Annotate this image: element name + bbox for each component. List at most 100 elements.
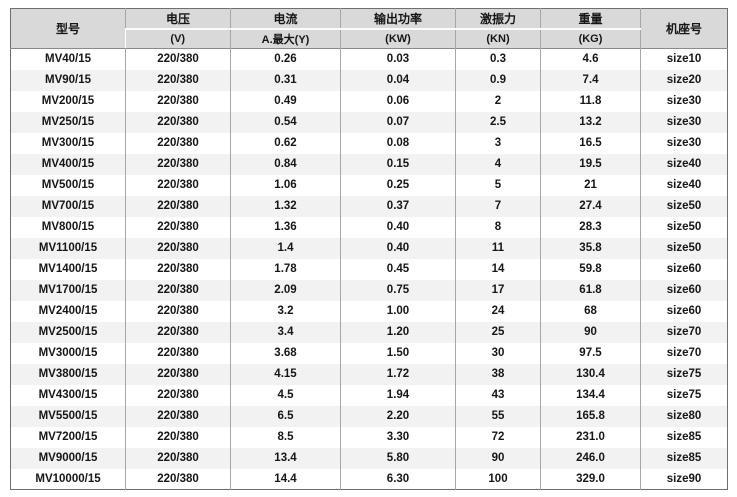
voltage-cell: 220/380 [125,153,231,175]
weight-cell: 90 [540,321,641,343]
power-cell: 6.30 [340,468,456,490]
voltage-cell: 220/380 [125,279,231,301]
current-cell: 0.26 [230,48,341,70]
model-cell: MV4300/15 [10,384,126,406]
frame-cell: size75 [640,384,728,406]
frame-cell: size50 [640,216,728,238]
weight-cell: 28.3 [540,216,641,238]
current-cell: 0.62 [230,132,341,154]
model-cell: MV500/15 [10,174,126,196]
weight-cell: 61.8 [540,279,641,301]
voltage-cell: 220/380 [125,90,231,112]
frame-cell: size20 [640,69,728,91]
model-cell: MV5500/15 [10,405,126,427]
current-cell: 4.15 [230,363,341,385]
frame-cell: size10 [640,48,728,70]
table-row: MV1700/15 220/380 2.09 0.75 17 61.8 size60 [10,279,728,301]
weight-cell: 130.4 [540,363,641,385]
header-current: 电流 [230,8,341,30]
voltage-cell: 220/380 [125,447,231,469]
model-cell: MV3800/15 [10,363,126,385]
model-cell: MV7200/15 [10,426,126,448]
voltage-cell: 220/380 [125,321,231,343]
model-cell: MV1700/15 [10,279,126,301]
power-cell: 0.03 [340,48,456,70]
weight-cell: 27.4 [540,195,641,217]
voltage-cell: 220/380 [125,300,231,322]
current-cell: 0.31 [230,69,341,91]
table-row: MV800/15 220/380 1.36 0.40 8 28.3 size50 [10,216,728,238]
frame-cell: size80 [640,405,728,427]
current-cell: 3.2 [230,300,341,322]
weight-cell: 329.0 [540,468,641,490]
voltage-cell: 220/380 [125,111,231,133]
table-row: MV9000/15 220/380 13.4 5.80 90 246.0 size85 [10,447,728,469]
weight-cell: 97.5 [540,342,641,364]
table-row: MV2400/15 220/380 3.2 1.00 24 68 size60 [10,300,728,322]
voltage-cell: 220/380 [125,468,231,490]
force-cell: 5 [455,174,541,196]
force-cell: 4 [455,153,541,175]
model-cell: MV400/15 [10,153,126,175]
table-row: MV10000/15 220/380 14.4 6.30 100 329.0 size90 [10,468,728,490]
power-cell: 1.50 [340,342,456,364]
model-cell: MV40/15 [10,48,126,70]
voltage-cell: 220/380 [125,69,231,91]
power-cell: 0.40 [340,216,456,238]
voltage-cell: 220/380 [125,48,231,70]
current-cell: 0.54 [230,111,341,133]
current-cell: 1.4 [230,237,341,259]
header-exciting-force: 激振力 [455,8,541,30]
voltage-cell: 220/380 [125,237,231,259]
current-cell: 1.32 [230,195,341,217]
voltage-cell: 220/380 [125,216,231,238]
table-body: MV40/15 220/380 0.26 0.03 0.3 4.6 size10 MV90/1… [10,48,728,490]
table-row: MV200/15 220/380 0.49 0.06 2 11.8 size30 [10,90,728,112]
current-cell: 14.4 [230,468,341,490]
voltage-cell: 220/380 [125,132,231,154]
header-exciting-force-unit: (KN) [455,28,541,49]
voltage-cell: 220/380 [125,405,231,427]
force-cell: 38 [455,363,541,385]
force-cell: 11 [455,237,541,259]
force-cell: 72 [455,426,541,448]
motor-spec-table: 型号 电压 电流 输出功率 激振力 重量 机座号 (V) A.最大(Y) (KW… [10,8,728,490]
weight-cell: 165.8 [540,405,641,427]
frame-cell: size60 [640,279,728,301]
current-cell: 6.5 [230,405,341,427]
frame-cell: size40 [640,174,728,196]
frame-cell: size70 [640,342,728,364]
voltage-cell: 220/380 [125,258,231,280]
table-header: 型号 电压 电流 输出功率 激振力 重量 机座号 (V) A.最大(Y) (KW… [10,8,728,49]
weight-cell: 246.0 [540,447,641,469]
weight-cell: 59.8 [540,258,641,280]
power-cell: 0.07 [340,111,456,133]
frame-cell: size40 [640,153,728,175]
current-cell: 3.4 [230,321,341,343]
table-row: MV400/15 220/380 0.84 0.15 4 19.5 size40 [10,153,728,175]
frame-cell: size60 [640,258,728,280]
model-cell: MV700/15 [10,195,126,217]
frame-cell: size85 [640,447,728,469]
voltage-cell: 220/380 [125,342,231,364]
header-current-unit: A.最大(Y) [230,28,341,49]
power-cell: 0.37 [340,195,456,217]
table-row: MV700/15 220/380 1.32 0.37 7 27.4 size50 [10,195,728,217]
force-cell: 55 [455,405,541,427]
current-cell: 0.49 [230,90,341,112]
current-cell: 13.4 [230,447,341,469]
weight-cell: 4.6 [540,48,641,70]
weight-cell: 68 [540,300,641,322]
frame-cell: size50 [640,195,728,217]
table-row: MV300/15 220/380 0.62 0.08 3 16.5 size30 [10,132,728,154]
current-cell: 4.5 [230,384,341,406]
power-cell: 0.04 [340,69,456,91]
voltage-cell: 220/380 [125,363,231,385]
force-cell: 90 [455,447,541,469]
model-cell: MV2400/15 [10,300,126,322]
header-label-row: 型号 电压 电流 输出功率 激振力 重量 机座号 [10,8,728,49]
current-cell: 0.84 [230,153,341,175]
frame-cell: size30 [640,132,728,154]
table-row: MV250/15 220/380 0.54 0.07 2.5 13.2 size30 [10,111,728,133]
